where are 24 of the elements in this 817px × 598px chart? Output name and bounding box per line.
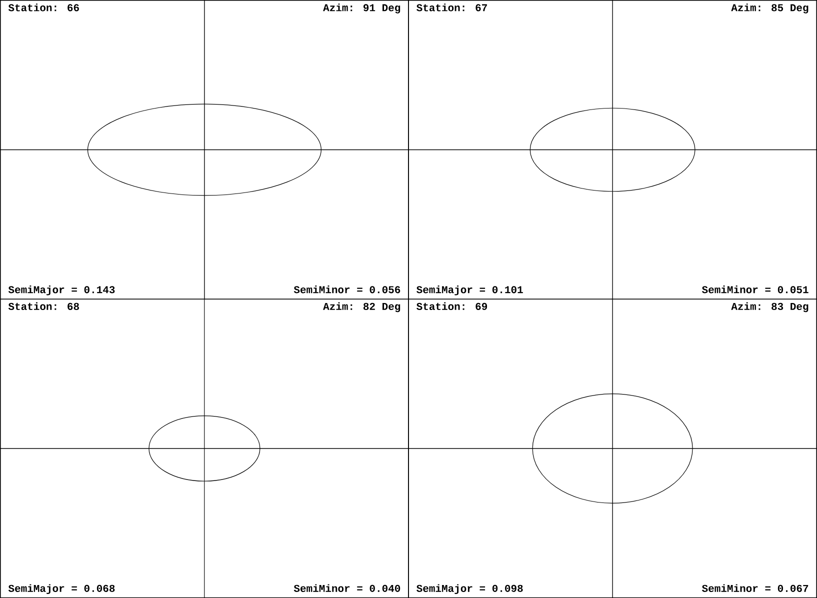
- text: Station: 69: [416, 302, 488, 310]
- data-label: 0.051: [778, 286, 808, 294]
- category-label: SemiMajor =: [8, 285, 77, 296]
- category-label: SemiMinor =: [702, 584, 770, 592]
- data-label: 0.068: [84, 584, 115, 592]
- category-label: SemiMinor =: [702, 285, 770, 294]
- data-label: 0.143: [84, 286, 115, 294]
- text: Station: 66: [8, 3, 79, 12]
- data-label: 0.067: [778, 584, 808, 592]
- category-label: SemiMinor =: [294, 584, 362, 592]
- text: Station: 67: [416, 3, 487, 12]
- category-label: SemiMajor =: [416, 584, 486, 594]
- data-label: 0.101: [492, 286, 523, 294]
- data-label: 0.056: [370, 286, 400, 294]
- text: Azim: 85 Deg: [731, 3, 808, 14]
- category-label: SemiMinor =: [294, 285, 362, 294]
- category-label: SemiMajor =: [416, 285, 486, 296]
- data-label: 0.040: [370, 584, 400, 592]
- category-label: SemiMajor =: [8, 584, 77, 594]
- text: Station: 68: [8, 302, 79, 310]
- text: Azim: 82 Deg: [323, 302, 400, 312]
- text: Azim: 91 Deg: [323, 3, 400, 14]
- text: Azim: 83 Deg: [731, 302, 808, 312]
- data-label: 0.098: [492, 584, 523, 592]
